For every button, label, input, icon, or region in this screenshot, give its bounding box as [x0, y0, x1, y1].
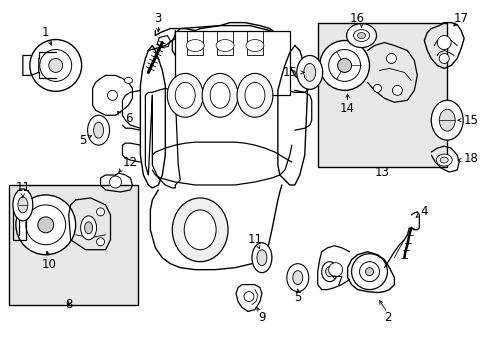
Ellipse shape: [184, 210, 216, 250]
Circle shape: [96, 238, 104, 246]
Ellipse shape: [251, 243, 271, 273]
Ellipse shape: [18, 197, 28, 213]
Ellipse shape: [202, 73, 238, 117]
Circle shape: [49, 58, 62, 72]
Text: 15: 15: [283, 66, 297, 79]
Bar: [9, 185, 138, 305]
Ellipse shape: [93, 122, 103, 138]
Ellipse shape: [172, 198, 227, 262]
Ellipse shape: [124, 77, 132, 84]
Text: 8: 8: [65, 298, 72, 311]
Circle shape: [40, 50, 72, 81]
Text: 5: 5: [293, 291, 301, 304]
Ellipse shape: [430, 100, 462, 140]
Circle shape: [319, 41, 369, 90]
Circle shape: [328, 50, 360, 81]
Text: 5: 5: [79, 134, 86, 147]
Circle shape: [436, 36, 450, 50]
Circle shape: [96, 208, 104, 216]
Text: 6: 6: [124, 112, 132, 125]
Text: 13: 13: [374, 166, 389, 179]
Circle shape: [16, 195, 76, 255]
Text: 18: 18: [463, 152, 478, 165]
Ellipse shape: [439, 157, 447, 163]
Text: 16: 16: [349, 12, 365, 25]
Text: 9: 9: [258, 311, 265, 324]
Text: 15: 15: [463, 114, 478, 127]
Circle shape: [109, 176, 121, 188]
Ellipse shape: [186, 40, 203, 51]
Text: 3: 3: [154, 12, 162, 25]
Text: 1: 1: [42, 26, 49, 39]
Circle shape: [438, 54, 448, 63]
Ellipse shape: [244, 82, 264, 108]
Text: 14: 14: [340, 102, 354, 115]
Text: 10: 10: [41, 258, 56, 271]
Text: 12: 12: [122, 156, 138, 168]
Circle shape: [30, 40, 81, 91]
Bar: [317, 23, 447, 167]
Ellipse shape: [296, 55, 322, 89]
Circle shape: [386, 54, 396, 63]
Ellipse shape: [286, 264, 308, 292]
Ellipse shape: [292, 271, 302, 285]
Ellipse shape: [346, 24, 376, 48]
Ellipse shape: [438, 109, 454, 131]
Ellipse shape: [167, 73, 203, 117]
Ellipse shape: [87, 115, 109, 145]
Text: 17: 17: [453, 12, 468, 25]
Circle shape: [365, 268, 373, 276]
Text: 4: 4: [420, 205, 427, 219]
Text: 7: 7: [335, 275, 343, 288]
Circle shape: [328, 263, 342, 276]
Ellipse shape: [81, 216, 96, 240]
Ellipse shape: [435, 154, 451, 166]
Text: 11: 11: [15, 181, 30, 194]
Ellipse shape: [84, 222, 92, 234]
Circle shape: [373, 84, 381, 92]
Circle shape: [26, 205, 65, 245]
Ellipse shape: [237, 73, 272, 117]
Text: 2: 2: [383, 311, 390, 324]
Ellipse shape: [13, 189, 33, 221]
Ellipse shape: [216, 40, 234, 51]
Text: 11: 11: [247, 233, 262, 246]
Circle shape: [351, 254, 386, 289]
Circle shape: [337, 58, 351, 72]
Circle shape: [244, 292, 253, 302]
Circle shape: [107, 90, 117, 100]
Ellipse shape: [210, 82, 229, 108]
Circle shape: [392, 85, 402, 95]
Circle shape: [359, 262, 379, 282]
Ellipse shape: [357, 32, 365, 39]
Ellipse shape: [175, 82, 195, 108]
Ellipse shape: [245, 40, 264, 51]
Ellipse shape: [256, 250, 266, 266]
Circle shape: [38, 217, 54, 233]
Ellipse shape: [353, 30, 369, 41]
Ellipse shape: [325, 267, 333, 276]
Bar: [175, 31, 289, 95]
Ellipse shape: [321, 262, 337, 282]
Ellipse shape: [303, 63, 315, 81]
